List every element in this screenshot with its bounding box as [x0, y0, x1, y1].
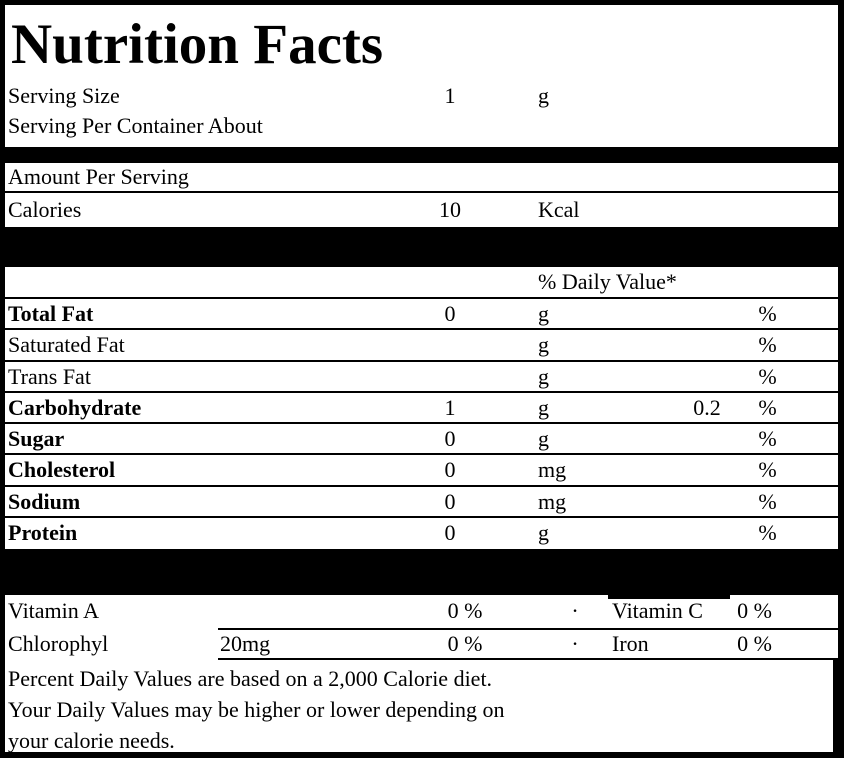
vitamin-row-chlorophyl-iron: Chlorophyl 20mg 0 % · Iron 0 %: [5, 630, 838, 660]
nutrient-label: Saturated Fat: [8, 332, 125, 358]
vitamin-label: Chlorophyl: [8, 631, 109, 656]
vitamin-amount: 20mg: [220, 631, 271, 656]
nutrient-pct: %: [758, 457, 777, 483]
nutrient-amount: 0: [444, 488, 456, 514]
amount-per-serving-row: Amount Per Serving: [5, 163, 838, 193]
divider-bar-thick-top: [5, 227, 838, 267]
nutrient-row-protein: Protein 0 g %: [5, 518, 838, 549]
nutrient-unit: mg: [538, 488, 567, 514]
nutrient-pct: %: [758, 332, 777, 358]
vitamin-percent: 0 %: [447, 631, 483, 656]
serving-size-row: Serving Size 1 g: [5, 81, 838, 111]
label-title: Nutrition Facts: [11, 13, 384, 76]
vitamin-label-2: Iron: [612, 631, 649, 656]
nutrient-pct: %: [758, 519, 777, 545]
nutrient-pct: %: [758, 426, 777, 451]
bullet-separator: ·: [571, 598, 579, 623]
nutrient-row-sugar: Sugar 0 g %: [5, 424, 838, 456]
nutrient-pct: %: [758, 394, 777, 420]
servings-per-container-row: Serving Per Container About: [5, 111, 838, 141]
nutrient-row-cholesterol: Cholesterol 0 mg %: [5, 455, 838, 487]
nutrient-amount: 0: [444, 426, 456, 451]
calories-label: Calories: [8, 197, 82, 222]
vitamin-label-2: Vitamin C: [612, 598, 703, 623]
nutrient-unit: g: [538, 519, 549, 545]
nutrient-pct: %: [758, 363, 777, 389]
nutrient-label: Protein: [8, 519, 78, 545]
nutrient-label: Carbohydrate: [8, 394, 142, 420]
nutrient-label: Cholesterol: [8, 457, 116, 483]
divider-bar-bump: [608, 595, 730, 599]
nutrient-unit: g: [538, 301, 549, 326]
vitamin-percent-2: 0 %: [737, 598, 772, 623]
calories-unit: Kcal: [538, 197, 580, 222]
label-header: Nutrition Facts Serving Size 1 g Serving…: [5, 5, 838, 147]
nutrient-unit: g: [538, 332, 549, 358]
nutrient-label: Total Fat: [8, 301, 94, 326]
nutrient-row-sodium: Sodium 0 mg %: [5, 487, 838, 518]
bullet-separator: ·: [571, 631, 579, 656]
nutrient-amount: 0: [444, 519, 456, 545]
nutrient-row-trans-fat: Trans Fat g %: [5, 362, 838, 393]
nutrient-label: Sodium: [8, 488, 81, 514]
serving-size-value: 1: [444, 83, 456, 108]
nutrient-unit: mg: [538, 457, 567, 483]
divider-bar-thick-bottom: [5, 549, 838, 599]
partial-divider-line: [218, 658, 838, 660]
nutrient-pct: %: [758, 488, 777, 514]
daily-value-header-row: % Daily Value*: [5, 267, 838, 299]
nutrient-pct: %: [758, 301, 777, 326]
vitamin-percent-2: 0 %: [737, 631, 772, 656]
nutrient-unit: g: [538, 426, 549, 451]
footnote-line-3: your calorie needs.: [8, 728, 175, 753]
footnote-line-1: Percent Daily Values are based on a 2,00…: [8, 666, 493, 691]
nutrient-dv: 0.2: [693, 394, 721, 420]
footnote-section: Percent Daily Values are based on a 2,00…: [5, 658, 838, 752]
nutrient-amount: 0: [444, 301, 456, 326]
partial-divider-line: [218, 628, 838, 630]
divider-bar-thin: [5, 147, 838, 163]
nutrient-row-saturated-fat: Saturated Fat g %: [5, 330, 838, 362]
serving-size-unit: g: [538, 83, 549, 108]
nutrient-label: Sugar: [8, 426, 65, 451]
servings-per-container-label: Serving Per Container About: [8, 113, 263, 138]
vitamin-row-a-c: Vitamin A 0 % · Vitamin C 0 %: [5, 595, 838, 630]
nutrient-row-total-fat: Total Fat 0 g %: [5, 299, 838, 331]
nutrient-unit: g: [538, 394, 549, 420]
nutrient-row-carbohydrate: Carbohydrate 1 g 0.2 %: [5, 393, 838, 424]
vitamin-percent: 0 %: [447, 598, 483, 623]
nutrient-amount: 0: [444, 457, 456, 483]
nutrient-amount: 1: [444, 394, 456, 420]
footnote-line-2: Your Daily Values may be higher or lower…: [8, 697, 505, 722]
daily-value-header: % Daily Value*: [538, 269, 677, 294]
nutrient-unit: g: [538, 363, 549, 389]
vitamin-label: Vitamin A: [8, 598, 99, 623]
calories-value: 10: [439, 197, 461, 222]
calories-row: Calories 10 Kcal: [5, 193, 838, 227]
footnote-right-border: [833, 658, 838, 752]
amount-per-serving-label: Amount Per Serving: [8, 164, 189, 189]
nutrient-label: Trans Fat: [8, 363, 91, 389]
serving-size-label: Serving Size: [8, 83, 120, 108]
